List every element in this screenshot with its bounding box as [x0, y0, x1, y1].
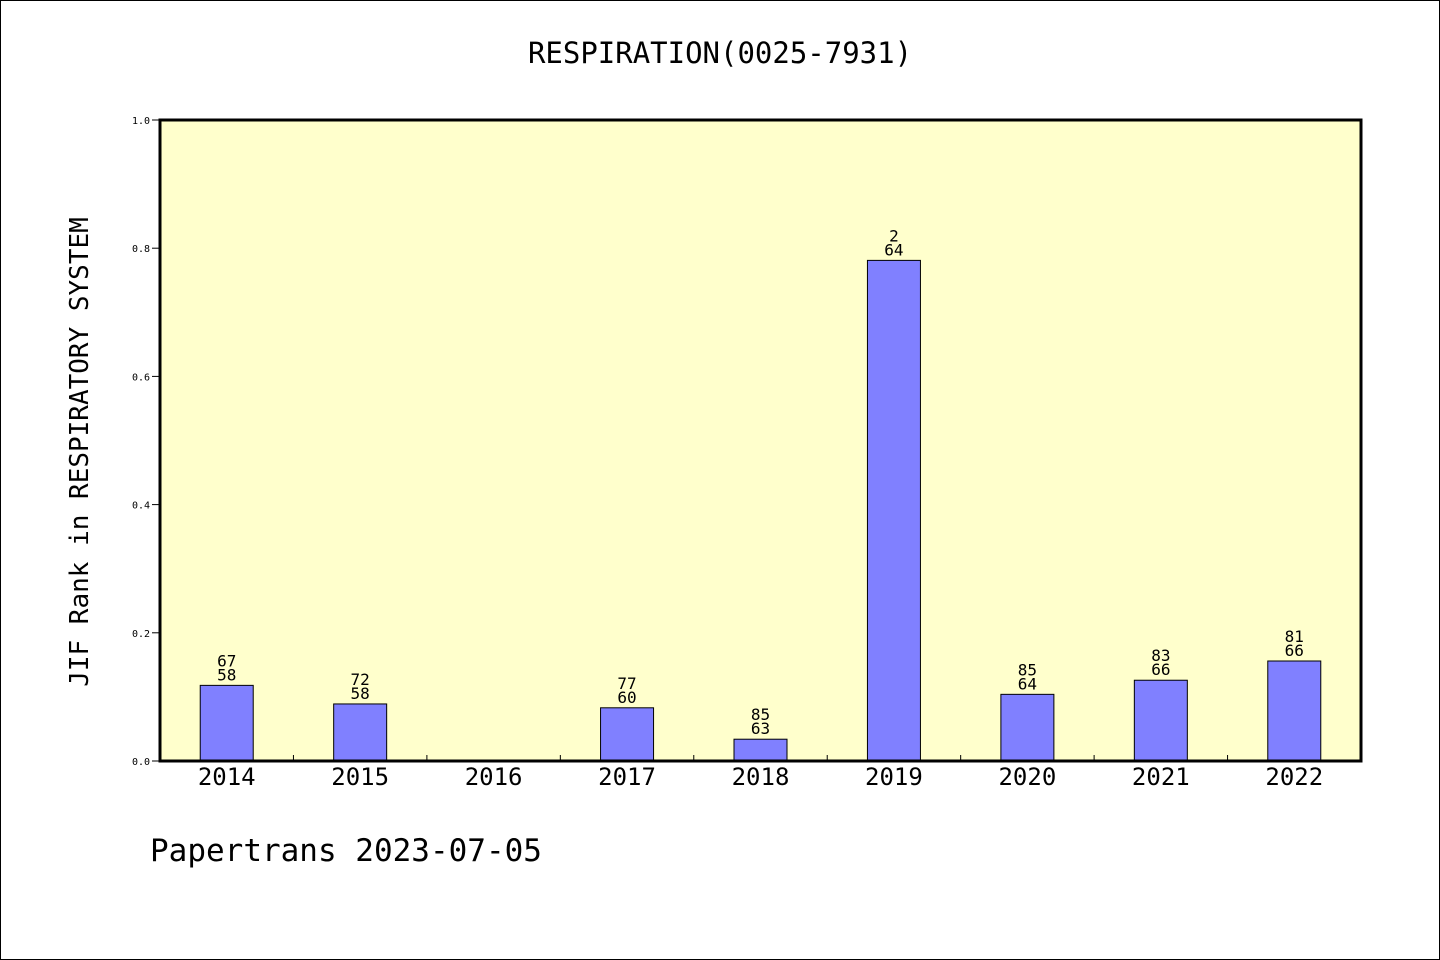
bar-total-label-2020: 64 [1018, 674, 1037, 693]
bar-rank-label-2022: 81 [1285, 627, 1304, 646]
bar-2014 [199, 684, 254, 762]
bar-rank-label-2021: 83 [1151, 646, 1170, 665]
x-tick-label-2021: 2021 [1132, 763, 1190, 791]
y-tick-label: 0.8 [132, 244, 150, 255]
bar-rank-label-2017: 77 [617, 674, 636, 693]
y-tick-label: 1.0 [132, 116, 150, 127]
bar-rank-label-2014: 67 [217, 651, 236, 670]
chart-title: RESPIRATION(0025-7931) [527, 36, 913, 70]
bar-rank-label-2018: 85 [751, 705, 770, 724]
bar-total-label-2019: 64 [884, 240, 903, 259]
bar-2018 [733, 738, 788, 762]
bar-2019 [866, 259, 921, 762]
bar-2022 [1267, 660, 1322, 762]
bar-2020 [1000, 693, 1055, 762]
bar-rank-label-2015: 72 [351, 670, 370, 689]
x-tick-label-2018: 2018 [732, 763, 790, 791]
y-tick-label: 0.0 [132, 757, 150, 768]
x-tick-label-2022: 2022 [1265, 763, 1323, 791]
bar-2017 [600, 707, 655, 762]
x-tick-label-2014: 2014 [198, 763, 256, 791]
x-tick-label-2017: 2017 [598, 763, 656, 791]
bar-total-label-2021: 66 [1151, 660, 1170, 679]
footer-text: Papertrans 2023-07-05 [150, 833, 542, 869]
bar-rank-label-2019: 2 [889, 226, 899, 245]
bar-total-label-2022: 66 [1285, 641, 1304, 660]
x-tick-label-2019: 2019 [865, 763, 923, 791]
x-tick-label-2020: 2020 [998, 763, 1056, 791]
x-tick-label-2015: 2015 [331, 763, 389, 791]
bar-rank-label-2020: 85 [1018, 660, 1037, 679]
y-tick-label: 0.2 [132, 629, 150, 640]
bar-total-label-2015: 58 [351, 684, 370, 703]
bar-2021 [1133, 679, 1188, 762]
bar-total-label-2014: 58 [217, 665, 236, 684]
y-tick-label: 0.6 [132, 372, 150, 383]
y-tick-label: 0.4 [132, 501, 150, 512]
bar-total-label-2018: 63 [751, 719, 770, 738]
plot-border [158, 118, 1363, 763]
x-tick-label-2016: 2016 [465, 763, 523, 791]
bar-total-label-2017: 60 [617, 688, 636, 707]
bar-2015 [333, 703, 388, 762]
plot-area [160, 120, 1361, 761]
